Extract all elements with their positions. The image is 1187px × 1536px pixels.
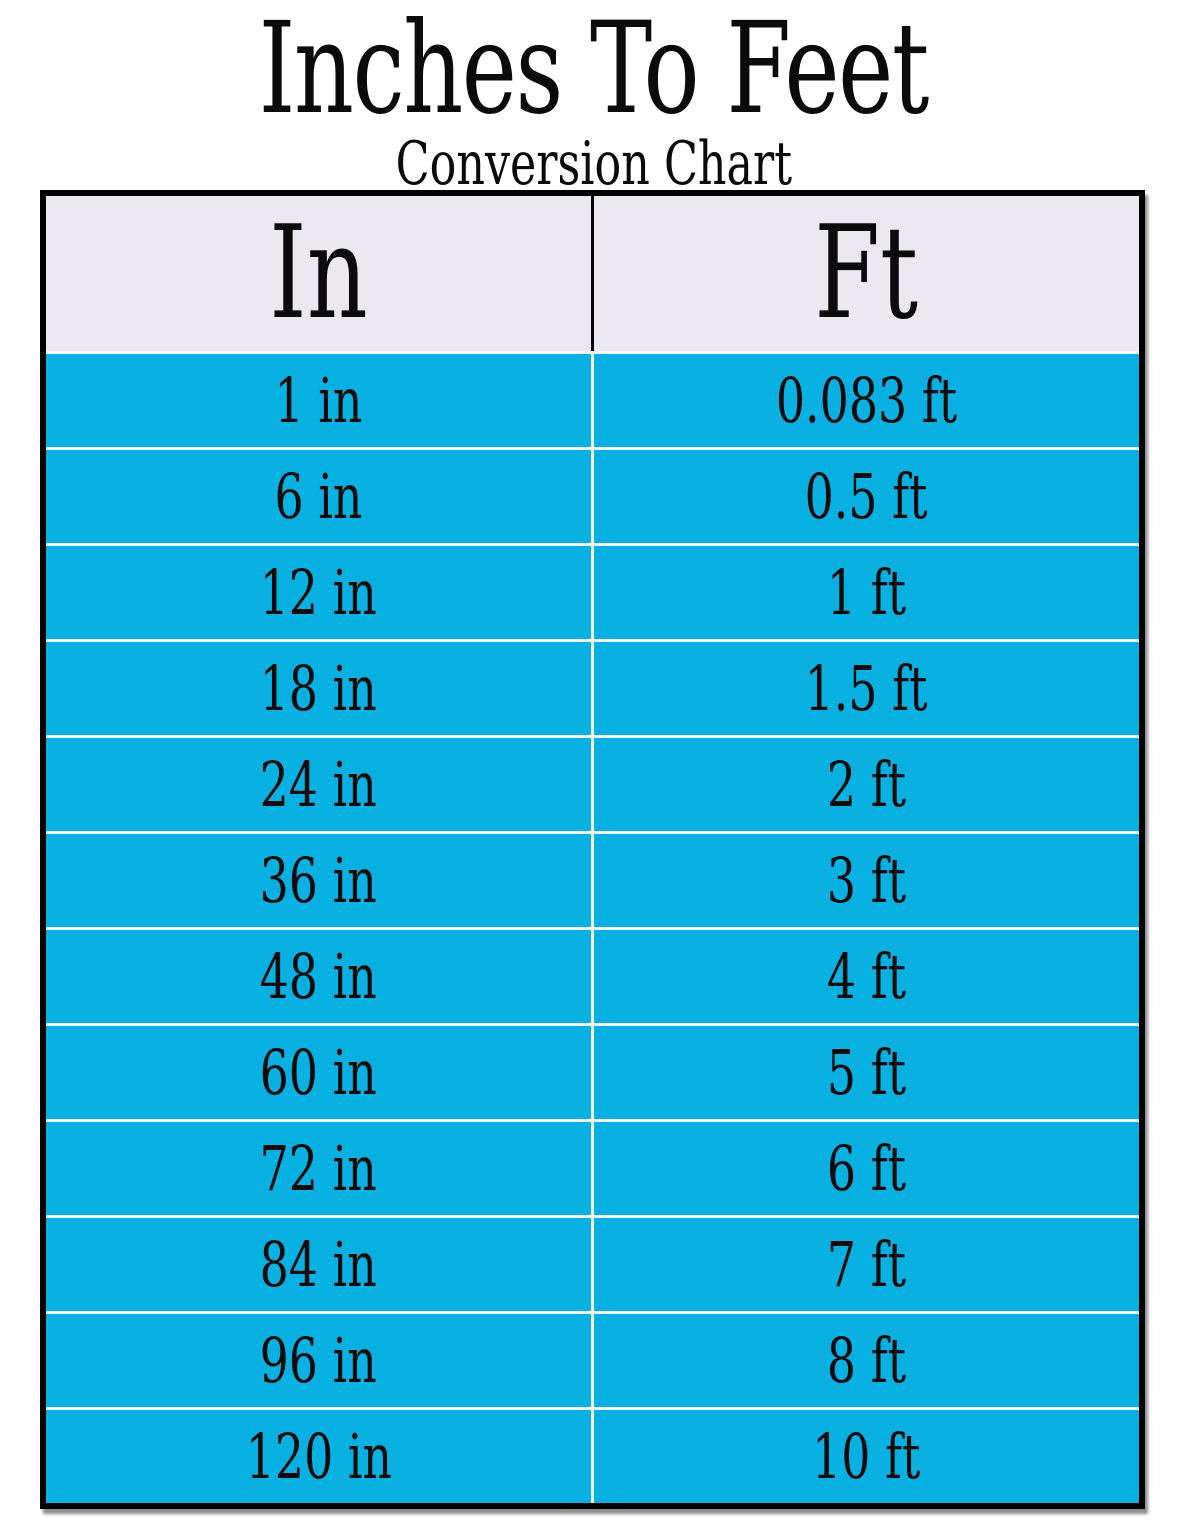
cell-feet-text: 6 ft: [826, 1131, 907, 1205]
cell-inches-text: 1 in: [274, 363, 363, 437]
cell-feet-text: 0.083 ft: [775, 363, 958, 437]
cell-feet-text: 8 ft: [826, 1323, 907, 1397]
page-header: Inches To Feet Conversion Chart: [0, 0, 1187, 195]
cell-inches: 84 in: [46, 1218, 591, 1311]
page-title: Inches To Feet: [0, 0, 1187, 132]
cell-feet: 3 ft: [591, 834, 1139, 927]
cell-feet: 8 ft: [591, 1314, 1139, 1407]
cell-inches-text: 96 in: [259, 1323, 378, 1397]
table-header-row: In Ft: [46, 196, 1139, 351]
cell-inches-text: 72 in: [259, 1131, 378, 1205]
cell-feet-text: 2 ft: [826, 747, 907, 821]
column-header-in: In: [46, 196, 591, 351]
table-row: 36 in 3 ft: [46, 831, 1139, 927]
cell-inches-text: 60 in: [259, 1035, 378, 1109]
cell-inches: 12 in: [46, 546, 591, 639]
cell-feet: 1.5 ft: [591, 642, 1139, 735]
table-row: 72 in 6 ft: [46, 1119, 1139, 1215]
cell-inches-text: 24 in: [259, 747, 378, 821]
cell-feet: 0.5 ft: [591, 450, 1139, 543]
column-header-ft: Ft: [591, 196, 1139, 351]
cell-feet: 5 ft: [591, 1026, 1139, 1119]
cell-feet: 7 ft: [591, 1218, 1139, 1311]
cell-inches: 60 in: [46, 1026, 591, 1119]
cell-feet-text: 4 ft: [826, 939, 907, 1013]
table-row: 6 in 0.5 ft: [46, 447, 1139, 543]
table-row: 84 in 7 ft: [46, 1215, 1139, 1311]
column-header-ft-text: Ft: [814, 198, 919, 348]
page-title-text: Inches To Feet: [258, 0, 930, 142]
cell-feet-text: 7 ft: [826, 1227, 907, 1301]
cell-feet: 2 ft: [591, 738, 1139, 831]
cell-feet: 0.083 ft: [591, 354, 1139, 447]
cell-feet-text: 10 ft: [812, 1419, 921, 1493]
page-subtitle: Conversion Chart: [0, 134, 1187, 194]
cell-feet: 1 ft: [591, 546, 1139, 639]
table-row: 12 in 1 ft: [46, 543, 1139, 639]
cell-feet-text: 5 ft: [826, 1035, 907, 1109]
cell-inches: 18 in: [46, 642, 591, 735]
cell-feet-text: 0.5 ft: [805, 459, 928, 533]
cell-inches: 1 in: [46, 354, 591, 447]
table-row: 24 in 2 ft: [46, 735, 1139, 831]
table-row: 96 in 8 ft: [46, 1311, 1139, 1407]
cell-inches: 72 in: [46, 1122, 591, 1215]
cell-inches-text: 6 in: [274, 459, 363, 533]
conversion-table: In Ft 1 in 0.083 ft 6 in 0.5 ft 12 in 1 ft 18 …: [40, 190, 1145, 1509]
table-row: 18 in 1.5 ft: [46, 639, 1139, 735]
cell-inches-text: 36 in: [259, 843, 378, 917]
cell-inches: 6 in: [46, 450, 591, 543]
cell-inches-text: 120 in: [245, 1419, 392, 1493]
cell-inches-text: 84 in: [259, 1227, 378, 1301]
table-row: 60 in 5 ft: [46, 1023, 1139, 1119]
cell-feet-text: 3 ft: [826, 843, 907, 917]
table-row: 48 in 4 ft: [46, 927, 1139, 1023]
cell-inches-text: 12 in: [259, 555, 378, 629]
cell-inches-text: 18 in: [259, 651, 378, 725]
cell-inches: 96 in: [46, 1314, 591, 1407]
cell-feet: 10 ft: [591, 1410, 1139, 1503]
cell-feet: 6 ft: [591, 1122, 1139, 1215]
cell-inches-text: 48 in: [259, 939, 378, 1013]
column-header-in-text: In: [269, 198, 368, 348]
page-subtitle-text: Conversion Chart: [395, 129, 792, 199]
cell-feet: 4 ft: [591, 930, 1139, 1023]
cell-inches: 120 in: [46, 1410, 591, 1503]
cell-inches: 36 in: [46, 834, 591, 927]
cell-inches: 48 in: [46, 930, 591, 1023]
table-row: 120 in 10 ft: [46, 1407, 1139, 1503]
table-body: 1 in 0.083 ft 6 in 0.5 ft 12 in 1 ft 18 in 1.5 …: [46, 351, 1139, 1503]
cell-inches: 24 in: [46, 738, 591, 831]
cell-feet-text: 1.5 ft: [805, 651, 928, 725]
cell-feet-text: 1 ft: [826, 555, 907, 629]
table-row: 1 in 0.083 ft: [46, 351, 1139, 447]
